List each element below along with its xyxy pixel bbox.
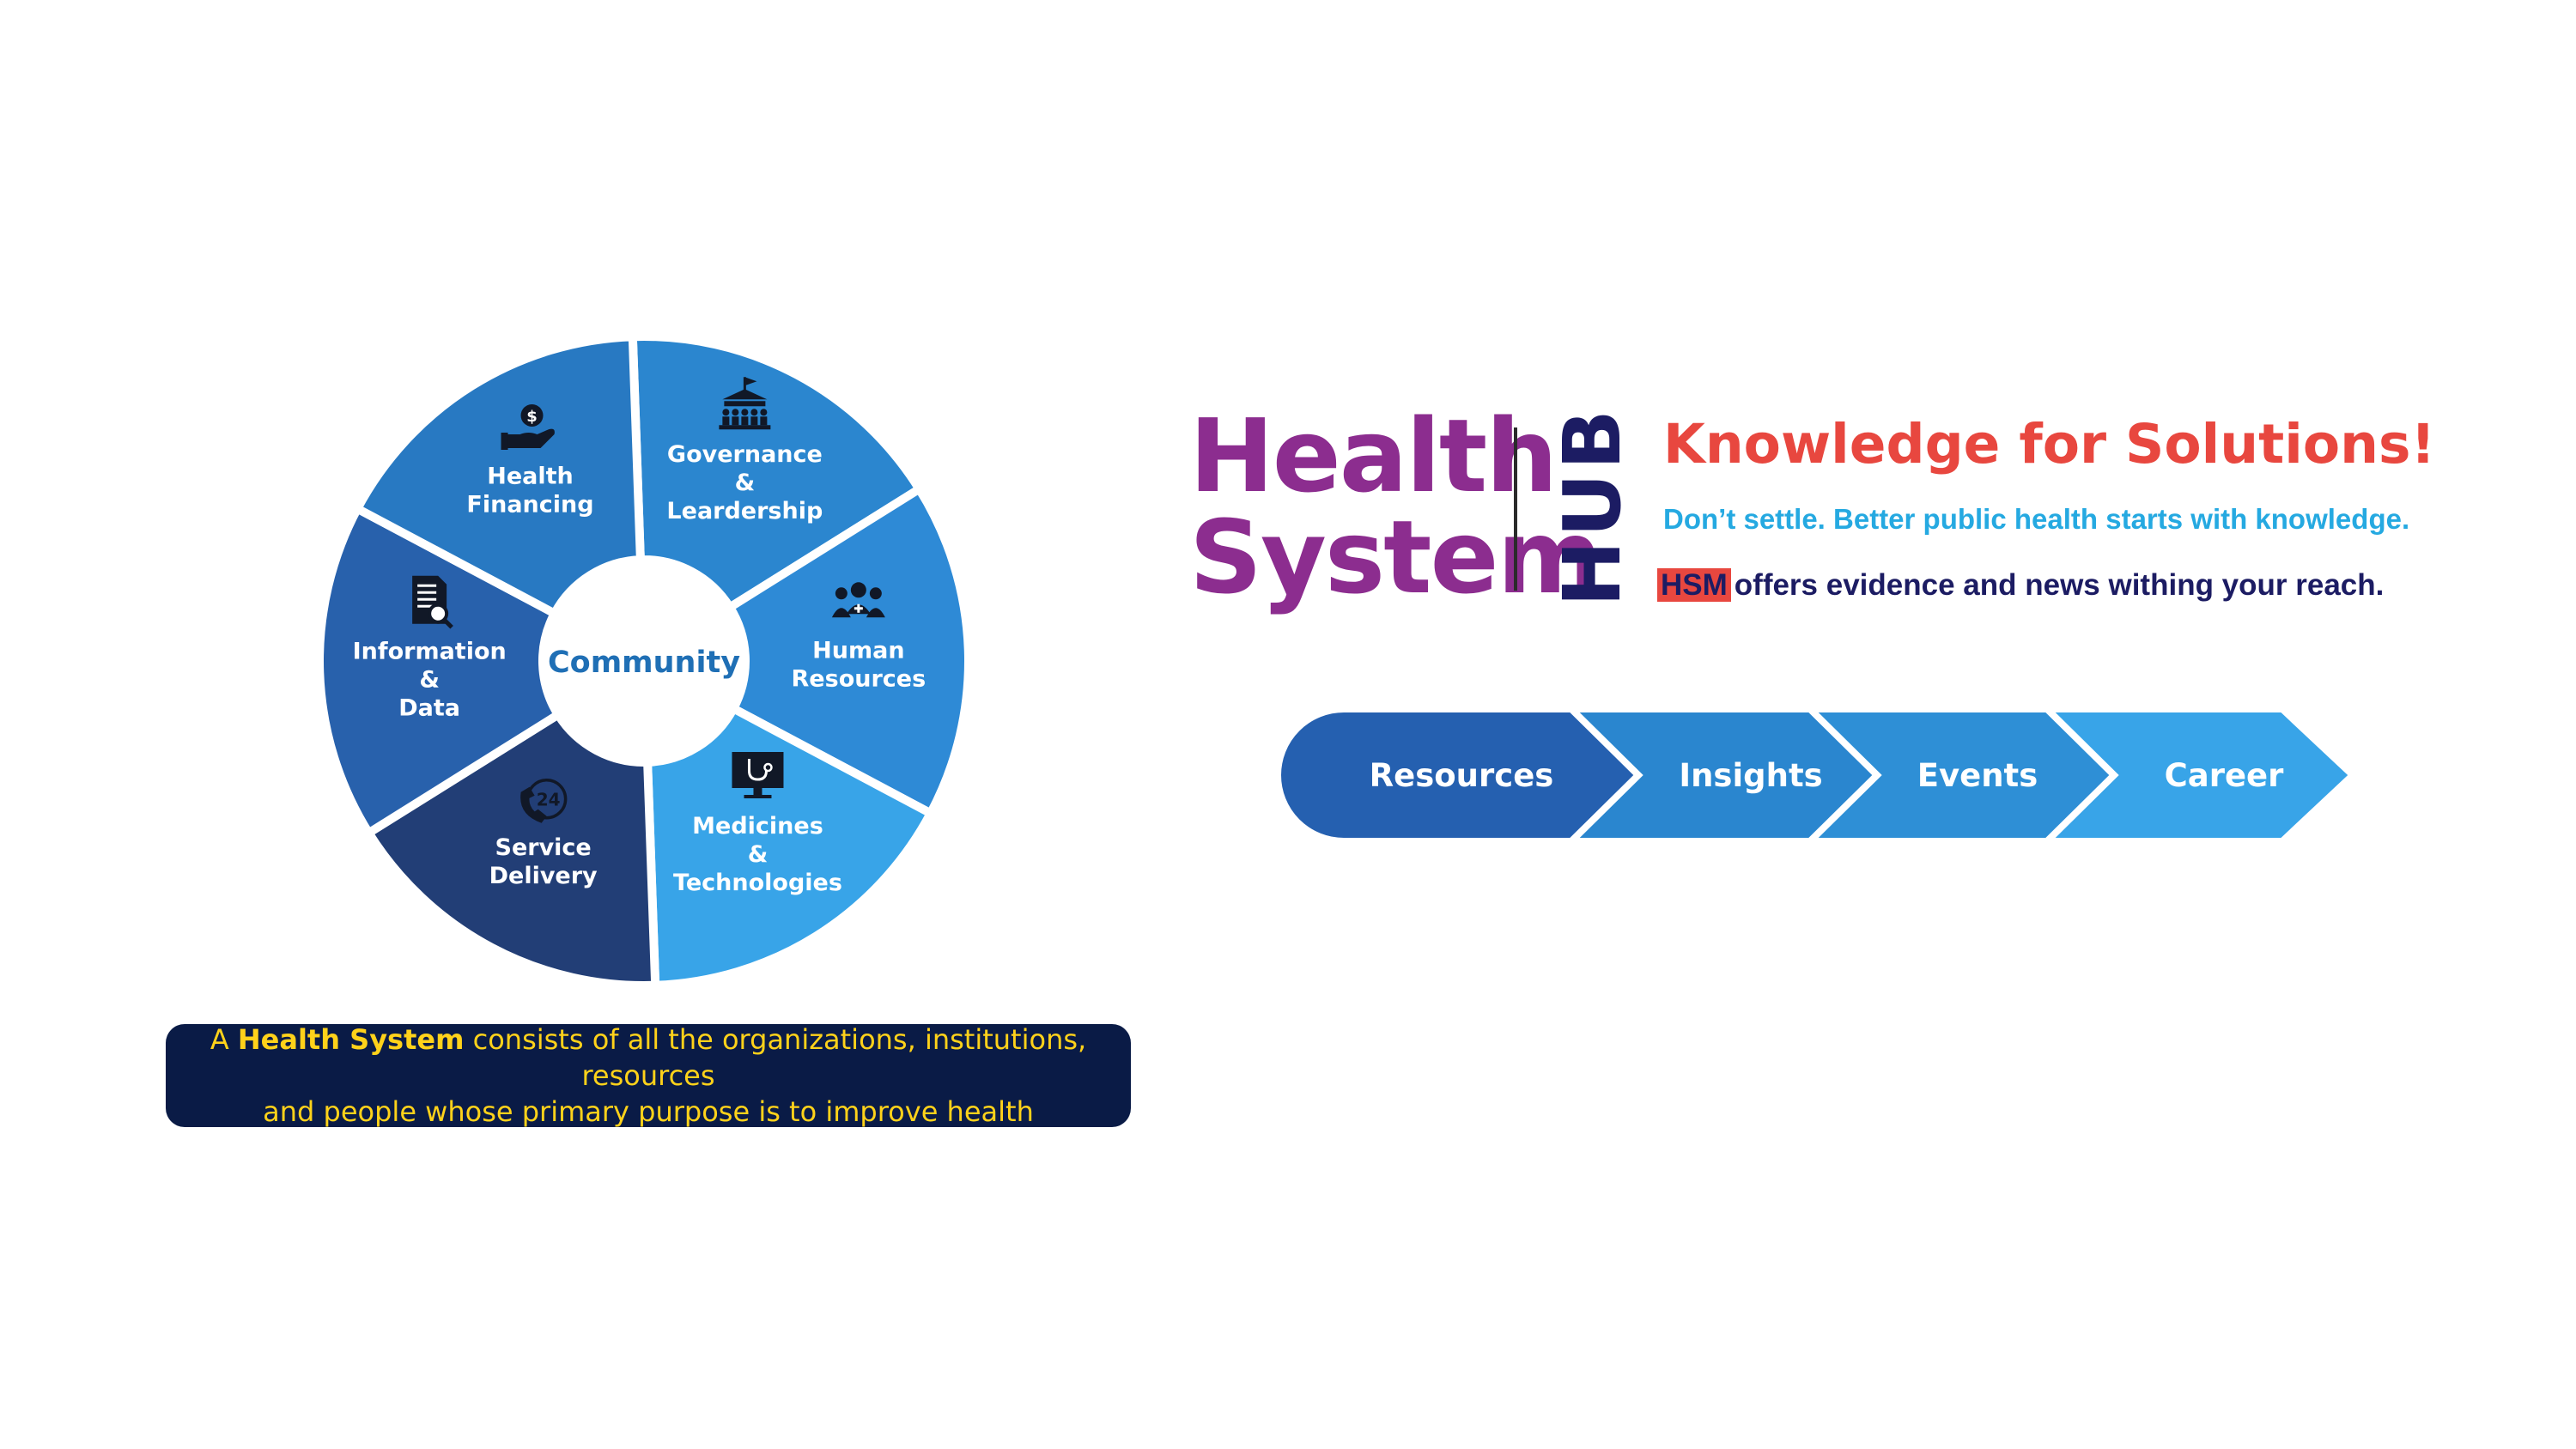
wheel-label-line: Resources xyxy=(792,666,927,693)
logo-word-health: Health xyxy=(1189,397,1558,515)
nav-step-label: Resources xyxy=(1370,757,1554,794)
wheel-label-line: & xyxy=(748,841,769,868)
wheel-label-line: Information xyxy=(353,639,507,665)
hsm-badge: HSM xyxy=(1657,568,1731,602)
caption-highlight: Health System xyxy=(237,1023,465,1056)
wheel-label-information: Information&Data xyxy=(353,575,507,722)
wheel-label-governance: Governance&Leardership xyxy=(666,377,823,524)
caption-line1-rest: consists of all the organizations, insti… xyxy=(464,1023,1087,1092)
subline: Don’t settle. Better public health start… xyxy=(1663,503,2410,535)
wheel-segment-financing xyxy=(351,332,646,620)
nav-step-label: Career xyxy=(2165,757,2285,794)
governance-building-icon xyxy=(719,377,771,430)
monitor-stethoscope-icon xyxy=(732,752,784,799)
hsm-text: offers evidence and news withing your re… xyxy=(1734,568,2385,602)
document-search-icon xyxy=(412,575,453,629)
wheel-segment-information xyxy=(315,502,564,840)
wheel-segment-governance xyxy=(628,332,926,614)
wheel-segment-service-delivery xyxy=(362,708,660,990)
hsm-line: HSM offers evidence and news withing your… xyxy=(1657,567,2384,604)
nav-step-label: Events xyxy=(1917,757,2038,794)
wheel-label-line: & xyxy=(735,470,756,496)
hand-coin-icon: $ xyxy=(501,403,555,450)
health-system-caption: A Health System consists of all the orga… xyxy=(166,1022,1131,1128)
wheel-center xyxy=(546,563,742,759)
wheel-segment-human-resources xyxy=(724,482,973,820)
people-group-icon xyxy=(831,582,885,618)
logo-divider xyxy=(1514,427,1517,591)
wheel-label-medicines: Medicines&Technologies xyxy=(673,752,842,896)
phone-24-icon: 24 xyxy=(520,778,568,823)
caption-prefix: A xyxy=(210,1023,238,1056)
nav-step-label: Insights xyxy=(1679,757,1822,794)
nav-step-events[interactable]: Events xyxy=(1783,706,2119,845)
wheel-label-line: Leardership xyxy=(666,498,823,524)
wheel-label-line: Technologies xyxy=(673,870,842,896)
wheel-label-line: Financing xyxy=(466,491,593,518)
wheel-label-line: Governance xyxy=(667,441,823,468)
nav-step-insights[interactable]: Insights xyxy=(1544,706,1882,845)
wheel-label-line: Delivery xyxy=(489,863,598,889)
svg-text:$: $ xyxy=(526,408,538,426)
wheel-label-line: Data xyxy=(398,695,460,722)
wheel-label-line: Human xyxy=(812,638,904,664)
wheel-label-line: Health xyxy=(487,463,574,489)
wheel-segment-medicines xyxy=(642,702,937,990)
svg-text:24: 24 xyxy=(537,790,561,810)
tagline: Knowledge for Solutions! xyxy=(1663,413,2436,476)
wheel-label-line: Service xyxy=(495,834,592,861)
caption-line-1: A Health System consists of all the orga… xyxy=(166,1022,1131,1094)
wheel-center-label: Community xyxy=(548,646,740,680)
logo-word-system: System xyxy=(1189,498,1603,616)
wheel-label-line: Medicines xyxy=(692,813,823,840)
caption-line-2: and people whose primary purpose is to i… xyxy=(263,1095,1034,1128)
nav-step-resources[interactable]: Resources xyxy=(1274,706,1643,845)
wheel-label-line: & xyxy=(419,667,440,694)
